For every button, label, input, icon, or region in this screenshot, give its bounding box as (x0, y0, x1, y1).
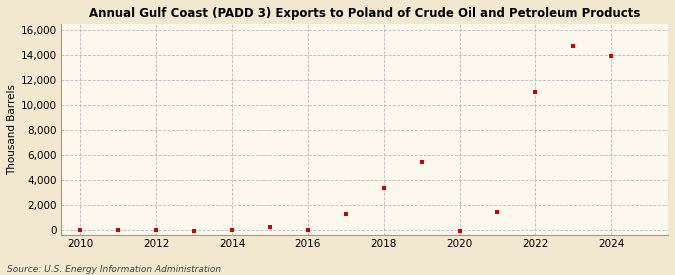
Point (378, 186, 389, 190)
Point (416, 160, 427, 164)
Text: Source: U.S. Energy Information Administration: Source: U.S. Energy Information Administ… (7, 265, 221, 274)
Point (454, 229, 465, 233)
Point (530, 90, 541, 95)
Point (227, 228, 238, 232)
Point (302, 228, 313, 232)
Point (189, 229, 200, 233)
Point (568, 44, 578, 48)
Point (340, 212, 351, 216)
Point (75, 227, 86, 232)
Title: Annual Gulf Coast (PADD 3) Exports to Poland of Crude Oil and Petroleum Products: Annual Gulf Coast (PADD 3) Exports to Po… (89, 7, 641, 20)
Y-axis label: Thousand Barrels: Thousand Barrels (7, 84, 17, 175)
Point (605, 54, 616, 58)
Point (265, 225, 275, 230)
Point (492, 210, 503, 214)
Point (113, 228, 124, 232)
Point (151, 228, 161, 232)
